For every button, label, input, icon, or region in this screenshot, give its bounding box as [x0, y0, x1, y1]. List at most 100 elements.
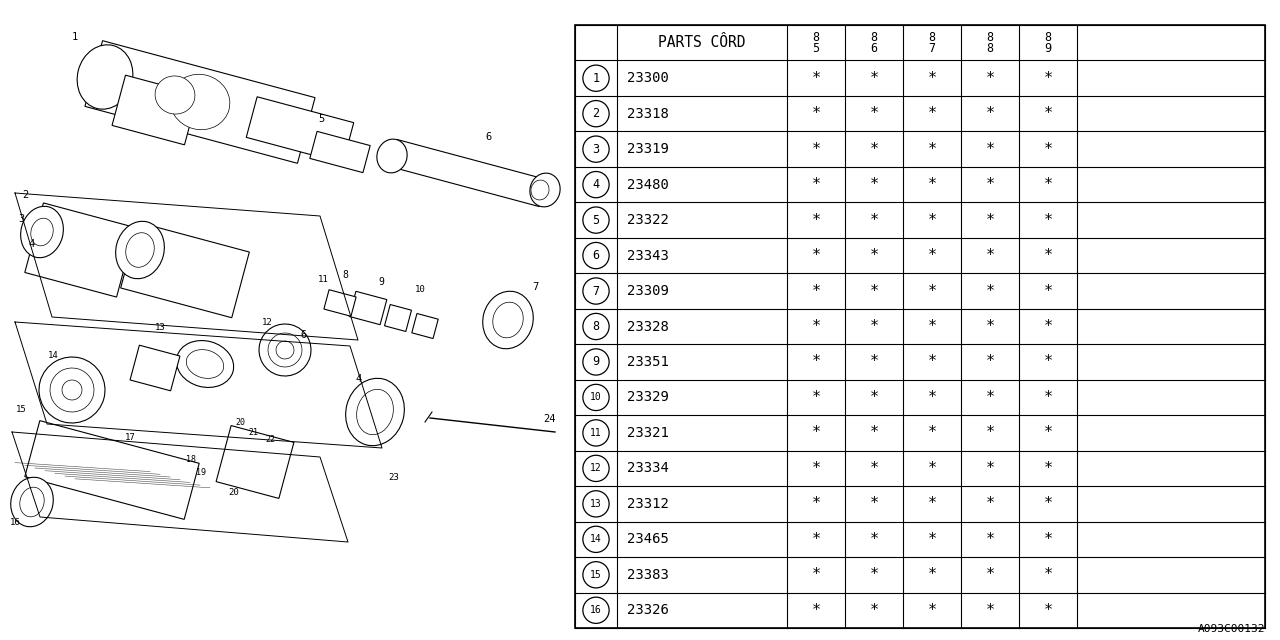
Ellipse shape [376, 139, 407, 173]
Text: *: * [1043, 284, 1052, 298]
Text: 14: 14 [590, 534, 602, 545]
Text: *: * [812, 603, 820, 618]
Ellipse shape [259, 324, 311, 376]
Text: 8: 8 [870, 31, 878, 44]
Text: 24: 24 [543, 414, 556, 424]
Text: 3: 3 [18, 214, 24, 224]
Ellipse shape [530, 173, 561, 207]
Ellipse shape [187, 349, 224, 378]
Circle shape [582, 420, 609, 446]
Ellipse shape [77, 45, 133, 109]
Text: 23334: 23334 [627, 461, 669, 476]
Text: *: * [869, 141, 878, 157]
Text: 11: 11 [317, 275, 329, 284]
Text: *: * [928, 567, 937, 582]
Text: *: * [986, 532, 995, 547]
Text: *: * [1043, 177, 1052, 192]
Text: *: * [986, 141, 995, 157]
Text: *: * [986, 426, 995, 440]
Bar [349, 291, 387, 324]
Text: *: * [928, 141, 937, 157]
Text: *: * [1043, 212, 1052, 228]
Text: 21: 21 [248, 428, 259, 437]
Text: 8: 8 [593, 320, 599, 333]
Text: *: * [812, 426, 820, 440]
Ellipse shape [346, 378, 404, 445]
Ellipse shape [155, 76, 195, 114]
Text: 8: 8 [987, 31, 993, 44]
Text: 10: 10 [590, 392, 602, 403]
Text: 23329: 23329 [627, 390, 669, 404]
Text: PARTS CÔRD: PARTS CÔRD [658, 35, 746, 50]
Text: *: * [928, 70, 937, 86]
Text: *: * [812, 248, 820, 263]
Text: 16: 16 [10, 518, 20, 527]
Text: 8: 8 [1044, 31, 1052, 44]
Circle shape [582, 207, 609, 233]
Ellipse shape [170, 74, 230, 130]
Bar [120, 222, 250, 317]
Text: 7: 7 [928, 42, 936, 55]
Bar [310, 131, 370, 173]
Ellipse shape [357, 389, 393, 435]
Text: *: * [928, 319, 937, 334]
Text: 8: 8 [813, 31, 819, 44]
Ellipse shape [493, 302, 524, 338]
Text: *: * [928, 177, 937, 192]
Text: *: * [986, 319, 995, 334]
Text: 8: 8 [987, 42, 993, 55]
Text: 13: 13 [155, 323, 165, 332]
Circle shape [582, 65, 609, 92]
Ellipse shape [31, 218, 54, 246]
Circle shape [582, 136, 609, 163]
Text: 7: 7 [532, 282, 539, 292]
Text: A093C00132: A093C00132 [1198, 624, 1265, 634]
Text: *: * [812, 177, 820, 192]
Text: *: * [869, 497, 878, 511]
Text: 11: 11 [590, 428, 602, 438]
Text: 23328: 23328 [627, 319, 669, 333]
Text: *: * [869, 567, 878, 582]
Bar [24, 203, 136, 297]
Text: *: * [1043, 70, 1052, 86]
Text: *: * [812, 284, 820, 298]
Text: *: * [1043, 355, 1052, 369]
Ellipse shape [50, 368, 93, 412]
Bar [324, 290, 356, 316]
Text: *: * [812, 497, 820, 511]
Text: 20: 20 [236, 418, 244, 427]
Text: *: * [986, 106, 995, 121]
Bar [384, 305, 411, 332]
Text: 17: 17 [125, 433, 136, 442]
Text: *: * [869, 426, 878, 440]
Bar [412, 314, 438, 339]
Text: *: * [986, 497, 995, 511]
Ellipse shape [19, 487, 45, 517]
Bar [113, 75, 198, 145]
Text: 12: 12 [590, 463, 602, 474]
Ellipse shape [115, 221, 164, 278]
Text: *: * [1043, 319, 1052, 334]
Text: *: * [812, 532, 820, 547]
Text: *: * [986, 390, 995, 405]
Ellipse shape [61, 380, 82, 400]
Text: *: * [1043, 106, 1052, 121]
Text: 5: 5 [813, 42, 819, 55]
Text: 3: 3 [593, 143, 599, 156]
Text: *: * [928, 212, 937, 228]
Circle shape [582, 491, 609, 517]
Bar [24, 420, 200, 520]
Circle shape [582, 455, 609, 481]
Text: *: * [986, 177, 995, 192]
Text: 8: 8 [342, 270, 348, 280]
Text: *: * [986, 567, 995, 582]
Ellipse shape [531, 180, 549, 200]
Text: *: * [1043, 248, 1052, 263]
Circle shape [582, 562, 609, 588]
Text: 14: 14 [49, 351, 59, 360]
Text: 23351: 23351 [627, 355, 669, 369]
Text: *: * [928, 461, 937, 476]
Text: *: * [869, 248, 878, 263]
Text: 6: 6 [485, 132, 492, 142]
Ellipse shape [483, 291, 534, 349]
